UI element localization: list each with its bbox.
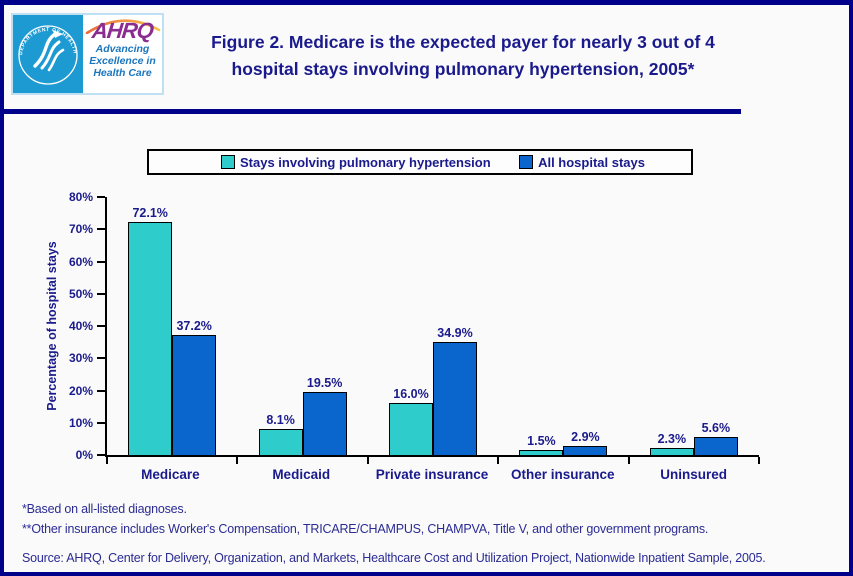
chart-legend: Stays involving pulmonary hypertension A… — [147, 149, 693, 175]
y-tick — [97, 196, 105, 198]
y-tick — [97, 454, 105, 456]
bar-group-medicare: 72.1% 37.2% — [107, 197, 237, 455]
figure-title-line2: hospital stays involving pulmonary hyper… — [231, 59, 695, 80]
hhs-ahrq-logo: DEPARTMENT OF HEALTH & HUMAN SERVICES • … — [11, 11, 164, 95]
ahrq-logo-panel: AHRQ Advancing Excellence in Health Care — [83, 15, 162, 93]
legend-swatch-all-hospital-stays — [519, 155, 534, 169]
bar-value-label: 37.2% — [176, 319, 212, 334]
y-tick-label: 50% — [68, 286, 93, 301]
bar-value-label: 5.6% — [701, 420, 731, 435]
x-axis-label-private-insurance: Private insurance — [375, 467, 489, 482]
bar-stays-involving-pulmonary-hypertension-other-insurance: 1.5% — [519, 434, 564, 455]
y-tick-label: 70% — [68, 222, 93, 237]
hhs-seal-icon: DEPARTMENT OF HEALTH & HUMAN SERVICES • … — [11, 11, 83, 93]
y-tick-label: 10% — [68, 415, 93, 430]
ahrq-wordmark: AHRQ — [90, 18, 155, 43]
x-axis-label-medicare: Medicare — [141, 467, 200, 482]
legend-label-all-hospital-stays: All hospital stays — [538, 154, 645, 170]
x-tick — [758, 457, 760, 464]
bar-all-hospital-stays-uninsured: 5.6% — [693, 421, 738, 455]
x-axis-label-uninsured: Uninsured — [660, 467, 727, 482]
source-note: Source: AHRQ, Center for Delivery, Organ… — [22, 551, 766, 565]
bar-value-label: 2.3% — [657, 431, 687, 446]
hhs-eagle-icon: DEPARTMENT OF HEALTH & HUMAN SERVICES • … — [11, 11, 78, 85]
figure-title: Figure 2. Medicare is the expected payer… — [169, 29, 757, 83]
bar-value-label: 34.9% — [437, 326, 473, 341]
x-tick — [236, 457, 239, 464]
x-tick — [106, 457, 108, 464]
ahrq-tagline: Advancing Excellence in Health Care — [83, 43, 162, 79]
bar-all-hospital-stays-other-insurance: 2.9% — [563, 430, 608, 455]
legend-label-pulmonary-hypertension: Stays involving pulmonary hypertension — [240, 154, 491, 170]
bar-stays-involving-pulmonary-hypertension-uninsured: 2.3% — [649, 432, 694, 455]
y-tick — [97, 325, 105, 327]
arc-icon — [85, 19, 160, 34]
x-axis-label-other-insurance: Other insurance — [511, 467, 615, 482]
tagline-line: Excellence in — [89, 54, 156, 67]
bar-group-private-insurance: 16.0% 34.9% — [368, 197, 498, 455]
bar-all-hospital-stays-private-insurance: 34.9% — [433, 326, 478, 455]
y-axis-label: Percentage of hospital stays — [45, 241, 59, 411]
bar-group-uninsured: 2.3% 5.6% — [629, 197, 759, 455]
y-tick-label: 80% — [68, 190, 93, 204]
bar-value-label: 2.9% — [571, 429, 600, 444]
bar-stays-involving-pulmonary-hypertension-private-insurance: 16.0% — [389, 387, 434, 455]
header-divider — [4, 109, 741, 114]
legend-item-all-hospital-stays: All hospital stays — [519, 155, 645, 170]
y-tick — [97, 421, 105, 424]
bar-group-medicaid: 8.1% 19.5% — [237, 197, 367, 455]
y-tick-label: 0% — [75, 448, 93, 462]
y-tick — [97, 389, 105, 392]
bar-value-label: 19.5% — [306, 376, 343, 391]
bar-value-label: 1.5% — [527, 434, 556, 449]
bars-container: 72.1% 37.2% 8.1% 19.5% 16.0% 34.9% 1.5% 2.9% 2.3… — [107, 197, 759, 455]
x-tick — [627, 457, 630, 464]
bar-all-hospital-stays-medicaid: 19.5% — [302, 376, 347, 455]
x-tick — [497, 457, 500, 464]
y-tick-label: 60% — [68, 254, 93, 269]
plot-area: 72.1% 37.2% 8.1% 19.5% 16.0% 34.9% 1.5% 2.9% 2.3… — [69, 191, 760, 464]
footnote-double-asterisk: **Other insurance includes Worker's Comp… — [22, 522, 709, 536]
y-tick — [97, 260, 105, 263]
legend-item-pulmonary-hypertension: Stays involving pulmonary hypertension — [221, 155, 491, 170]
bar-stays-involving-pulmonary-hypertension-medicare: 72.1% — [128, 206, 173, 455]
tagline-line: Advancing — [95, 43, 150, 55]
bar-group-other-insurance: 1.5% 2.9% — [498, 197, 628, 455]
legend-swatch-pulmonary-hypertension — [221, 155, 235, 169]
y-tick — [97, 357, 105, 360]
y-tick — [97, 228, 105, 231]
bar-value-label: 8.1% — [266, 412, 295, 427]
y-tick-label: 40% — [68, 319, 93, 333]
footnote-asterisk: *Based on all-listed diagnoses. — [22, 502, 187, 516]
x-tick — [366, 457, 369, 464]
bar-all-hospital-stays-medicare: 37.2% — [172, 319, 217, 455]
footnotes: *Based on all-listed diagnoses. **Other … — [22, 499, 842, 568]
tagline-line: Health Care — [93, 66, 152, 79]
x-axis-labels: Medicare Medicaid Private insurance Other i… — [105, 467, 759, 482]
y-tick-label: 30% — [68, 351, 93, 366]
bar-value-label: 72.1% — [132, 206, 168, 221]
y-tick-label: 20% — [68, 383, 93, 398]
x-axis-label-medicaid: Medicaid — [272, 467, 331, 482]
bar-stays-involving-pulmonary-hypertension-medicaid: 8.1% — [258, 413, 303, 455]
y-tick — [97, 292, 105, 295]
figure-title-line1: Figure 2. Medicare is the expected payer… — [211, 32, 715, 52]
bar-value-label: 16.0% — [393, 387, 429, 402]
